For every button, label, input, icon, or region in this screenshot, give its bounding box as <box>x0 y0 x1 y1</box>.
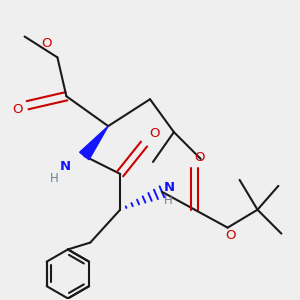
Text: N: N <box>60 160 71 173</box>
Text: H: H <box>164 194 172 207</box>
Text: N: N <box>164 181 175 194</box>
Polygon shape <box>80 126 108 160</box>
Text: O: O <box>12 103 22 116</box>
Text: O: O <box>225 229 236 242</box>
Text: O: O <box>42 38 52 50</box>
Text: O: O <box>194 151 205 164</box>
Text: O: O <box>149 127 160 140</box>
Text: H: H <box>50 172 59 185</box>
